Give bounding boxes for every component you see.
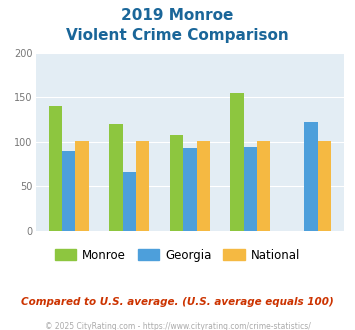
Bar bbox=[76, 141, 89, 231]
Bar bbox=[62, 151, 76, 231]
Bar bbox=[170, 135, 183, 231]
Bar bbox=[109, 124, 123, 231]
Text: Violent Crime Comparison: Violent Crime Comparison bbox=[66, 28, 289, 43]
Bar bbox=[136, 141, 149, 231]
Legend: Monroe, Georgia, National: Monroe, Georgia, National bbox=[50, 244, 305, 266]
Bar bbox=[123, 172, 136, 231]
Bar bbox=[230, 93, 244, 231]
Bar bbox=[183, 148, 197, 231]
Bar bbox=[304, 122, 318, 231]
Bar bbox=[244, 147, 257, 231]
Bar bbox=[197, 141, 210, 231]
Bar bbox=[49, 106, 62, 231]
Text: Compared to U.S. average. (U.S. average equals 100): Compared to U.S. average. (U.S. average … bbox=[21, 297, 334, 307]
Bar bbox=[318, 141, 331, 231]
Text: 2019 Monroe: 2019 Monroe bbox=[121, 8, 234, 23]
Text: © 2025 CityRating.com - https://www.cityrating.com/crime-statistics/: © 2025 CityRating.com - https://www.city… bbox=[45, 322, 310, 330]
Bar bbox=[257, 141, 271, 231]
